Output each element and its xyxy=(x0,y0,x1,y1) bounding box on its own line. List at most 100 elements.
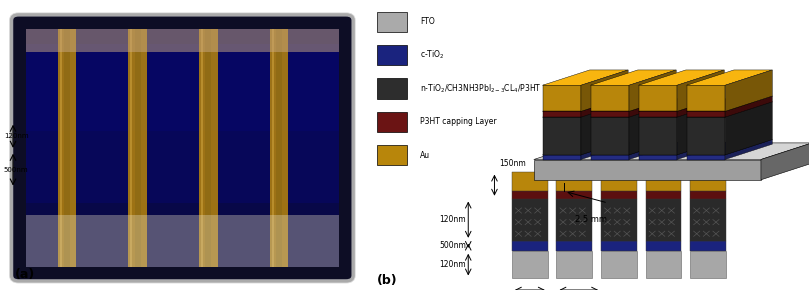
Bar xyxy=(60,29,61,267)
Bar xyxy=(646,172,681,191)
Polygon shape xyxy=(687,70,773,85)
Polygon shape xyxy=(638,96,724,111)
Bar xyxy=(601,199,637,241)
Polygon shape xyxy=(638,85,677,111)
Bar xyxy=(26,29,339,267)
Bar xyxy=(690,191,726,199)
Bar xyxy=(376,45,407,65)
Bar xyxy=(512,172,548,191)
Polygon shape xyxy=(725,96,773,117)
Polygon shape xyxy=(687,96,773,111)
Polygon shape xyxy=(543,139,628,155)
Polygon shape xyxy=(761,143,809,180)
Polygon shape xyxy=(687,155,725,160)
Polygon shape xyxy=(725,139,773,160)
Polygon shape xyxy=(638,155,677,160)
Bar xyxy=(376,112,407,132)
Text: n-TiO$_2$/CH3NH3PbI$_{2-3}$CL$_4$/P3HT: n-TiO$_2$/CH3NH3PbI$_{2-3}$CL$_4$/P3HT xyxy=(420,82,542,95)
Bar xyxy=(646,199,681,241)
Polygon shape xyxy=(591,111,629,117)
Polygon shape xyxy=(591,139,676,155)
Text: 500nm: 500nm xyxy=(439,241,466,250)
Polygon shape xyxy=(591,117,629,155)
Text: 500nm: 500nm xyxy=(4,167,28,173)
Bar xyxy=(135,29,141,267)
Polygon shape xyxy=(591,102,676,117)
Polygon shape xyxy=(638,70,724,85)
Bar xyxy=(601,172,637,191)
Polygon shape xyxy=(581,70,628,111)
Text: 2.5 mm: 2.5 mm xyxy=(574,215,607,224)
Polygon shape xyxy=(687,85,725,111)
Bar xyxy=(512,199,548,241)
Bar xyxy=(512,191,548,199)
FancyBboxPatch shape xyxy=(11,14,354,281)
Bar xyxy=(64,29,70,267)
Polygon shape xyxy=(677,102,724,155)
Polygon shape xyxy=(687,102,773,117)
Bar xyxy=(376,12,407,32)
Bar xyxy=(26,215,339,267)
Text: 120nm: 120nm xyxy=(4,133,28,139)
Text: Au: Au xyxy=(420,151,430,160)
Bar xyxy=(26,44,339,203)
Polygon shape xyxy=(581,102,628,155)
Text: 120nm: 120nm xyxy=(439,215,466,224)
Bar xyxy=(26,29,339,130)
Polygon shape xyxy=(687,139,773,155)
Polygon shape xyxy=(677,70,724,111)
Polygon shape xyxy=(543,96,628,111)
Text: (b): (b) xyxy=(376,274,397,287)
Bar xyxy=(26,29,339,267)
Polygon shape xyxy=(591,96,676,111)
Text: 120nm: 120nm xyxy=(439,260,466,269)
Bar xyxy=(199,29,218,267)
Polygon shape xyxy=(687,111,725,117)
Bar xyxy=(557,172,592,191)
Polygon shape xyxy=(638,102,724,117)
Polygon shape xyxy=(591,85,629,111)
Polygon shape xyxy=(543,155,581,160)
Bar xyxy=(557,241,592,251)
Bar xyxy=(276,29,282,267)
Text: (a): (a) xyxy=(15,268,35,281)
Bar xyxy=(205,29,211,267)
Polygon shape xyxy=(581,96,628,117)
Polygon shape xyxy=(638,139,724,155)
Bar xyxy=(690,251,726,278)
Bar xyxy=(690,199,726,241)
Polygon shape xyxy=(591,155,629,160)
Polygon shape xyxy=(534,160,761,180)
Polygon shape xyxy=(629,96,676,117)
Polygon shape xyxy=(629,139,676,160)
Polygon shape xyxy=(629,70,676,111)
Bar xyxy=(646,251,681,278)
Bar xyxy=(130,29,133,267)
Bar xyxy=(690,241,726,251)
Polygon shape xyxy=(677,139,724,160)
Polygon shape xyxy=(581,139,628,160)
Polygon shape xyxy=(543,117,581,155)
Polygon shape xyxy=(534,143,809,160)
Bar xyxy=(376,78,407,99)
Bar xyxy=(272,29,274,267)
Text: 150nm: 150nm xyxy=(499,159,526,168)
Bar xyxy=(601,191,637,199)
Polygon shape xyxy=(725,102,773,155)
Polygon shape xyxy=(543,111,581,117)
Polygon shape xyxy=(543,85,581,111)
Bar xyxy=(512,241,548,251)
Bar xyxy=(646,191,681,199)
Bar xyxy=(57,29,76,267)
Bar xyxy=(376,145,407,165)
Polygon shape xyxy=(638,117,677,155)
Bar xyxy=(601,251,637,278)
Polygon shape xyxy=(591,70,676,85)
Polygon shape xyxy=(687,117,725,155)
Bar xyxy=(646,241,681,251)
Polygon shape xyxy=(725,70,773,111)
Bar xyxy=(26,29,339,52)
Text: P3HT capping Layer: P3HT capping Layer xyxy=(420,117,497,126)
Bar xyxy=(557,251,592,278)
Bar xyxy=(557,191,592,199)
